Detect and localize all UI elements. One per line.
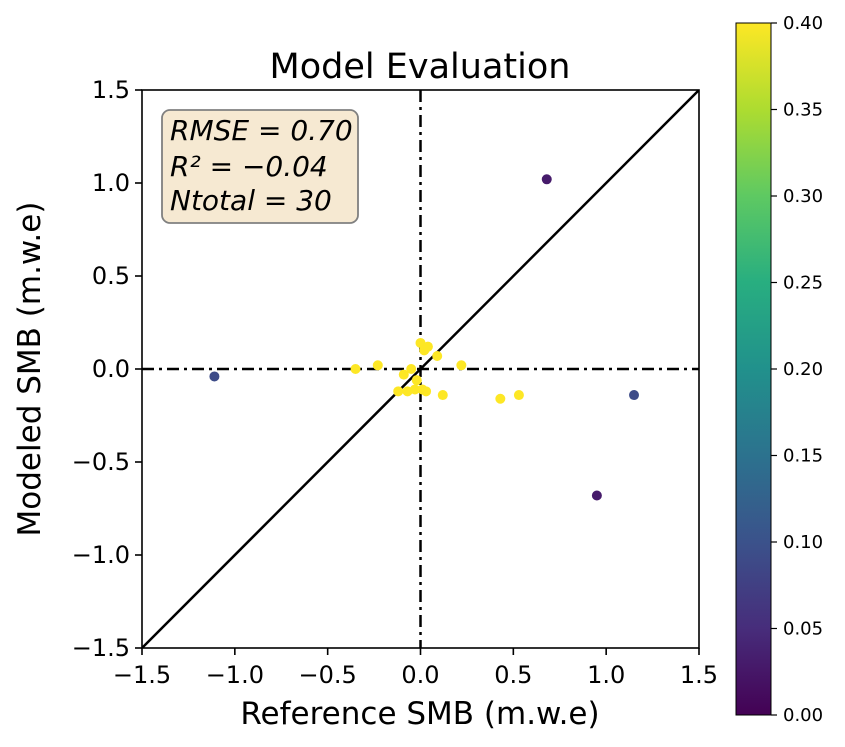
colorbar-tick-label: 0.40 xyxy=(783,13,823,34)
x-axis: −1.5 −1.0 −0.5 0.0 0.5 1.0 1.5 xyxy=(113,648,718,689)
colorbar-tick-label: 0.15 xyxy=(783,446,823,467)
data-point xyxy=(350,364,361,374)
y-tick-label: −1.5 xyxy=(72,634,130,662)
data-point xyxy=(393,386,404,397)
x-tick-label: 0.0 xyxy=(401,661,439,689)
x-axis-label: Reference SMB (m.w.e) xyxy=(240,696,599,732)
data-point xyxy=(437,390,448,401)
colorbar-tick-label: 0.20 xyxy=(783,359,823,380)
data-point xyxy=(415,337,426,348)
data-point xyxy=(432,350,443,361)
colorbar-tick-label: 0.25 xyxy=(783,273,823,294)
data-point xyxy=(398,369,409,380)
data-point xyxy=(629,390,640,401)
x-tick-label: 1.5 xyxy=(680,661,718,689)
colorbar: 0.00 0.05 0.10 0.15 0.20 0.25 0.30 0.35 0.40 xyxy=(735,13,823,726)
y-tick-label: 1.5 xyxy=(92,76,130,104)
y-tick-label: 1.0 xyxy=(92,169,130,197)
colorbar-ticks: 0.00 0.05 0.10 0.15 0.20 0.25 0.30 0.35 0.40 xyxy=(771,13,823,726)
y-tick-label: −0.5 xyxy=(72,448,130,476)
data-point xyxy=(513,390,524,401)
y-axis: −1.5 −1.0 −0.5 0.0 0.5 1.0 1.5 xyxy=(72,76,142,662)
x-tick-label: −1.5 xyxy=(113,661,171,689)
colorbar-tick-label: 0.00 xyxy=(783,705,823,726)
data-point xyxy=(209,371,220,382)
data-point xyxy=(591,490,602,501)
r2-stat: R² = −0.04 xyxy=(170,150,328,183)
data-point xyxy=(409,384,420,395)
x-tick-label: 0.5 xyxy=(494,661,532,689)
colorbar-tick-label: 0.35 xyxy=(783,100,823,121)
plot-area xyxy=(142,90,699,648)
data-point xyxy=(456,360,467,371)
colorbar-tick-label: 0.05 xyxy=(783,619,823,640)
ntotal-stat: Ntotal = 30 xyxy=(170,184,332,217)
data-point xyxy=(422,341,433,352)
data-point xyxy=(406,364,417,374)
y-tick-label: −1.0 xyxy=(72,541,130,569)
y-axis-label: Modeled SMB (m.w.e) xyxy=(12,202,48,537)
stats-box: RMSE = 0.70 R² = −0.04 Ntotal = 30 xyxy=(161,109,359,224)
x-tick-label: −0.5 xyxy=(299,661,357,689)
x-tick-label: 1.0 xyxy=(587,661,625,689)
x-tick-label: −1.0 xyxy=(206,661,264,689)
data-point xyxy=(411,375,422,386)
colorbar-gradient xyxy=(735,22,772,716)
data-point xyxy=(495,393,506,404)
rmse-stat: RMSE = 0.70 xyxy=(170,114,353,147)
data-point xyxy=(372,360,383,371)
colorbar-tick-label: 0.10 xyxy=(783,532,823,553)
stats-box-background xyxy=(161,109,359,224)
chart-title: Model Evaluation xyxy=(270,47,571,87)
y-tick-label: 0.5 xyxy=(92,262,130,290)
y-tick-label: 0.0 xyxy=(92,355,130,383)
data-point xyxy=(421,386,432,397)
colorbar-tick-label: 0.30 xyxy=(783,186,823,207)
data-point xyxy=(541,174,552,185)
